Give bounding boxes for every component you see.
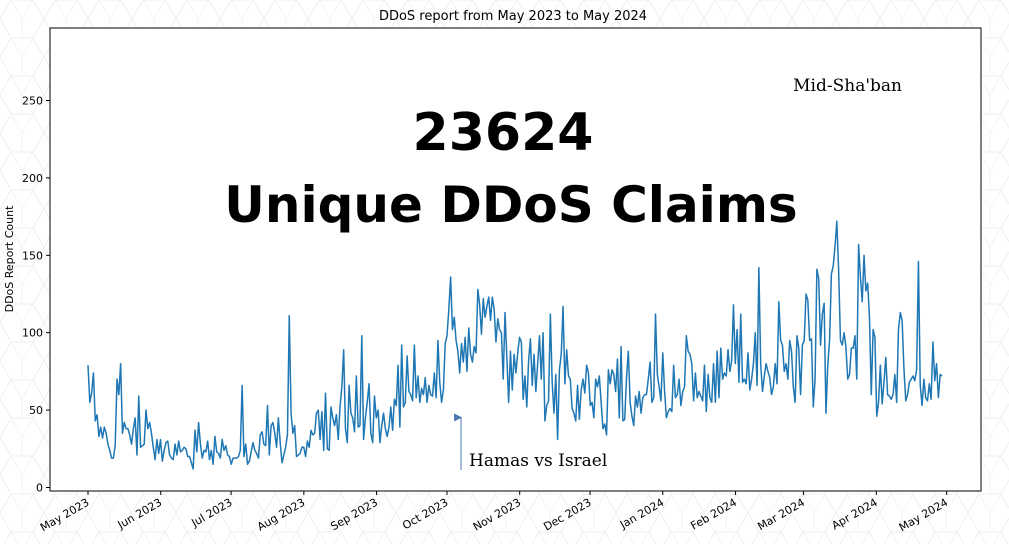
annotation-hamas-vs-israel: Hamas vs Israel <box>469 451 607 471</box>
y-axis-label: DDoS Report Count <box>3 205 16 312</box>
plot-area <box>50 28 981 491</box>
y-tick-label: 100 <box>22 327 43 340</box>
y-tick-label: 50 <box>29 404 43 417</box>
headline-count: 23624 <box>413 103 594 163</box>
y-tick-label: 250 <box>22 95 43 108</box>
chart-title: DDoS report from May 2023 to May 2024 <box>379 9 647 24</box>
headline-label: Unique DDoS Claims <box>224 176 797 234</box>
y-tick-label: 0 <box>36 482 43 495</box>
y-tick-label: 150 <box>22 249 43 262</box>
y-tick-label: 200 <box>22 172 43 185</box>
plot-frame <box>49 27 982 492</box>
annotation-mid-shaban: Mid-Sha'ban <box>793 76 902 96</box>
series-line <box>87 220 943 470</box>
